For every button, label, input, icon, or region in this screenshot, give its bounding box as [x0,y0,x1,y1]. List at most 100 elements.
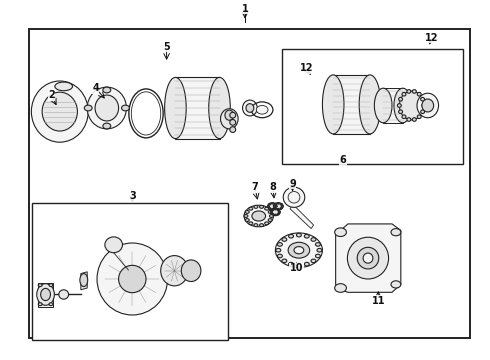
Ellipse shape [274,208,276,210]
Ellipse shape [421,98,425,101]
Text: 8: 8 [270,182,276,192]
Ellipse shape [105,237,122,253]
Ellipse shape [42,92,77,131]
Ellipse shape [165,77,186,139]
Ellipse shape [84,105,92,111]
Ellipse shape [289,262,294,266]
Ellipse shape [271,208,273,210]
Ellipse shape [363,253,373,263]
Ellipse shape [397,104,401,107]
Ellipse shape [246,104,254,112]
Ellipse shape [296,233,301,237]
Ellipse shape [41,288,50,301]
Ellipse shape [230,127,236,132]
Bar [175,77,220,139]
Text: 10: 10 [290,263,303,273]
Ellipse shape [80,274,88,287]
Ellipse shape [289,234,294,238]
Ellipse shape [391,281,401,288]
Ellipse shape [399,91,424,120]
Ellipse shape [422,104,426,107]
Polygon shape [81,272,87,290]
Ellipse shape [273,203,283,210]
Ellipse shape [407,118,411,121]
Ellipse shape [55,82,73,91]
Bar [29,29,470,338]
Ellipse shape [271,209,273,211]
Ellipse shape [296,264,301,267]
Text: 5: 5 [163,42,170,52]
Ellipse shape [265,222,269,225]
Ellipse shape [268,219,272,221]
Ellipse shape [274,214,276,216]
Ellipse shape [256,105,268,114]
Ellipse shape [417,93,421,96]
Ellipse shape [359,75,381,134]
Ellipse shape [103,123,111,129]
Ellipse shape [270,215,273,217]
Ellipse shape [274,203,276,205]
Ellipse shape [220,109,238,129]
Ellipse shape [398,98,402,101]
Ellipse shape [119,265,146,293]
Ellipse shape [271,203,273,204]
Ellipse shape [281,206,283,207]
Ellipse shape [417,115,421,118]
Ellipse shape [97,243,168,315]
Ellipse shape [38,303,42,306]
Ellipse shape [304,234,309,238]
Ellipse shape [122,105,129,111]
Ellipse shape [277,208,279,210]
Ellipse shape [209,77,230,139]
Ellipse shape [245,211,249,213]
Ellipse shape [254,224,258,226]
Text: 3: 3 [129,191,136,201]
Ellipse shape [274,203,276,205]
Ellipse shape [249,207,253,210]
Ellipse shape [394,88,412,123]
Text: 7: 7 [251,182,258,192]
Ellipse shape [413,90,416,93]
Text: 12: 12 [424,33,438,43]
Ellipse shape [276,248,281,252]
Ellipse shape [316,254,320,258]
Ellipse shape [270,208,280,216]
Ellipse shape [230,112,236,118]
Ellipse shape [271,213,273,215]
Ellipse shape [244,215,248,217]
Ellipse shape [278,211,280,213]
Ellipse shape [268,206,270,207]
Ellipse shape [230,120,236,125]
Ellipse shape [225,110,234,120]
Ellipse shape [417,93,439,118]
Ellipse shape [277,213,279,215]
Text: 9: 9 [289,179,296,189]
Ellipse shape [161,256,188,286]
Text: 2: 2 [48,90,55,100]
Ellipse shape [49,284,53,287]
Ellipse shape [243,100,257,116]
Ellipse shape [38,284,42,287]
Bar [383,88,403,123]
Ellipse shape [244,205,273,227]
Ellipse shape [280,208,282,209]
Ellipse shape [49,303,53,306]
Ellipse shape [277,209,279,211]
Ellipse shape [391,229,401,236]
Ellipse shape [254,206,258,208]
Ellipse shape [95,95,119,121]
Polygon shape [38,283,53,307]
Ellipse shape [294,247,304,254]
Ellipse shape [268,203,277,210]
Ellipse shape [277,243,282,246]
Ellipse shape [269,203,270,205]
Ellipse shape [288,242,310,258]
Ellipse shape [413,118,416,121]
Ellipse shape [407,90,411,93]
Ellipse shape [252,211,266,221]
Ellipse shape [402,93,406,96]
Text: 11: 11 [371,296,385,306]
Ellipse shape [421,110,425,113]
Text: 1: 1 [242,4,248,14]
Ellipse shape [275,206,277,207]
